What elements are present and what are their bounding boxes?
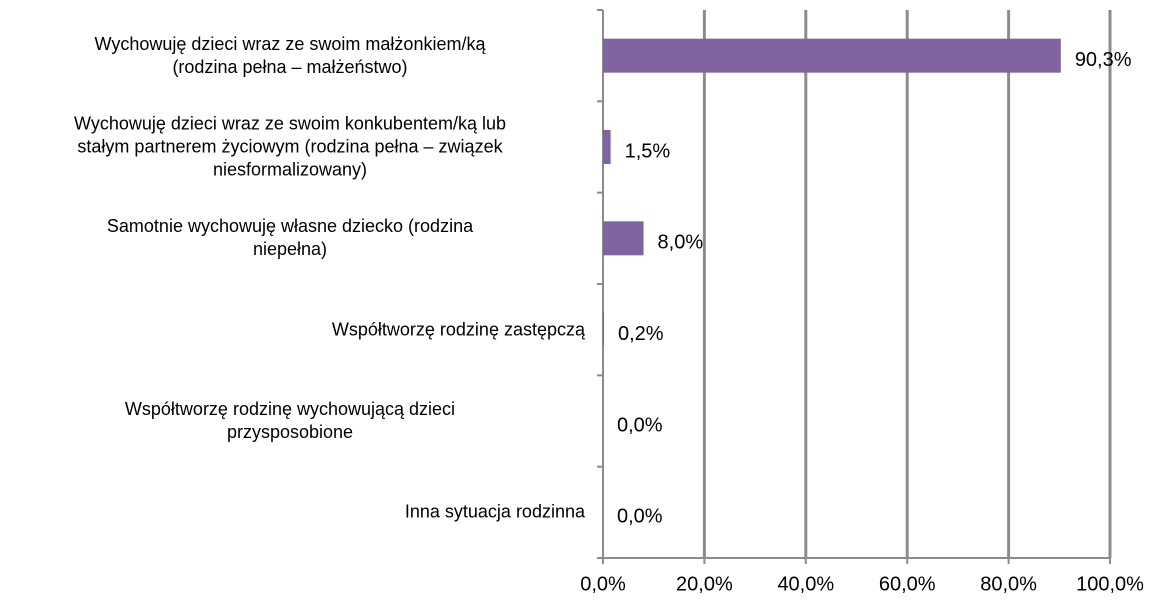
y-tick-label: Samotnie wychowuję własne dziecko (rodzi…	[106, 216, 474, 260]
data-label: 1,5%	[625, 140, 671, 162]
data-label: 8,0%	[658, 232, 704, 254]
x-tick-label: 100,0%	[1076, 573, 1144, 595]
x-tick-label: 40,0%	[777, 573, 834, 595]
data-label: 0,0%	[617, 506, 663, 528]
x-tick-label: 20,0%	[676, 573, 733, 595]
bar	[603, 38, 1061, 73]
x-tick-label: 60,0%	[879, 573, 936, 595]
y-tick-label: Współtworzę rodzinę wychowującą dzieci p…	[124, 399, 456, 442]
y-tick-label: Wychowuję dzieci wraz ze swoim konkubent…	[73, 113, 507, 180]
bar	[603, 130, 611, 164]
data-label: 0,2%	[618, 323, 664, 345]
data-label: 0,0%	[617, 414, 663, 436]
bar	[603, 221, 644, 256]
data-label: 90,3%	[1075, 49, 1132, 71]
y-tick-label: Współtworzę rodzinę zastępczą	[331, 319, 585, 340]
x-tick-label: 80,0%	[980, 573, 1037, 595]
y-tick-label: Wychowuję dzieci wraz ze swoim małżonkie…	[94, 33, 486, 77]
bar	[603, 312, 605, 347]
x-tick-label: 0,0%	[580, 573, 626, 595]
y-tick-label: Inna sytuacja rodzinna	[404, 501, 585, 522]
